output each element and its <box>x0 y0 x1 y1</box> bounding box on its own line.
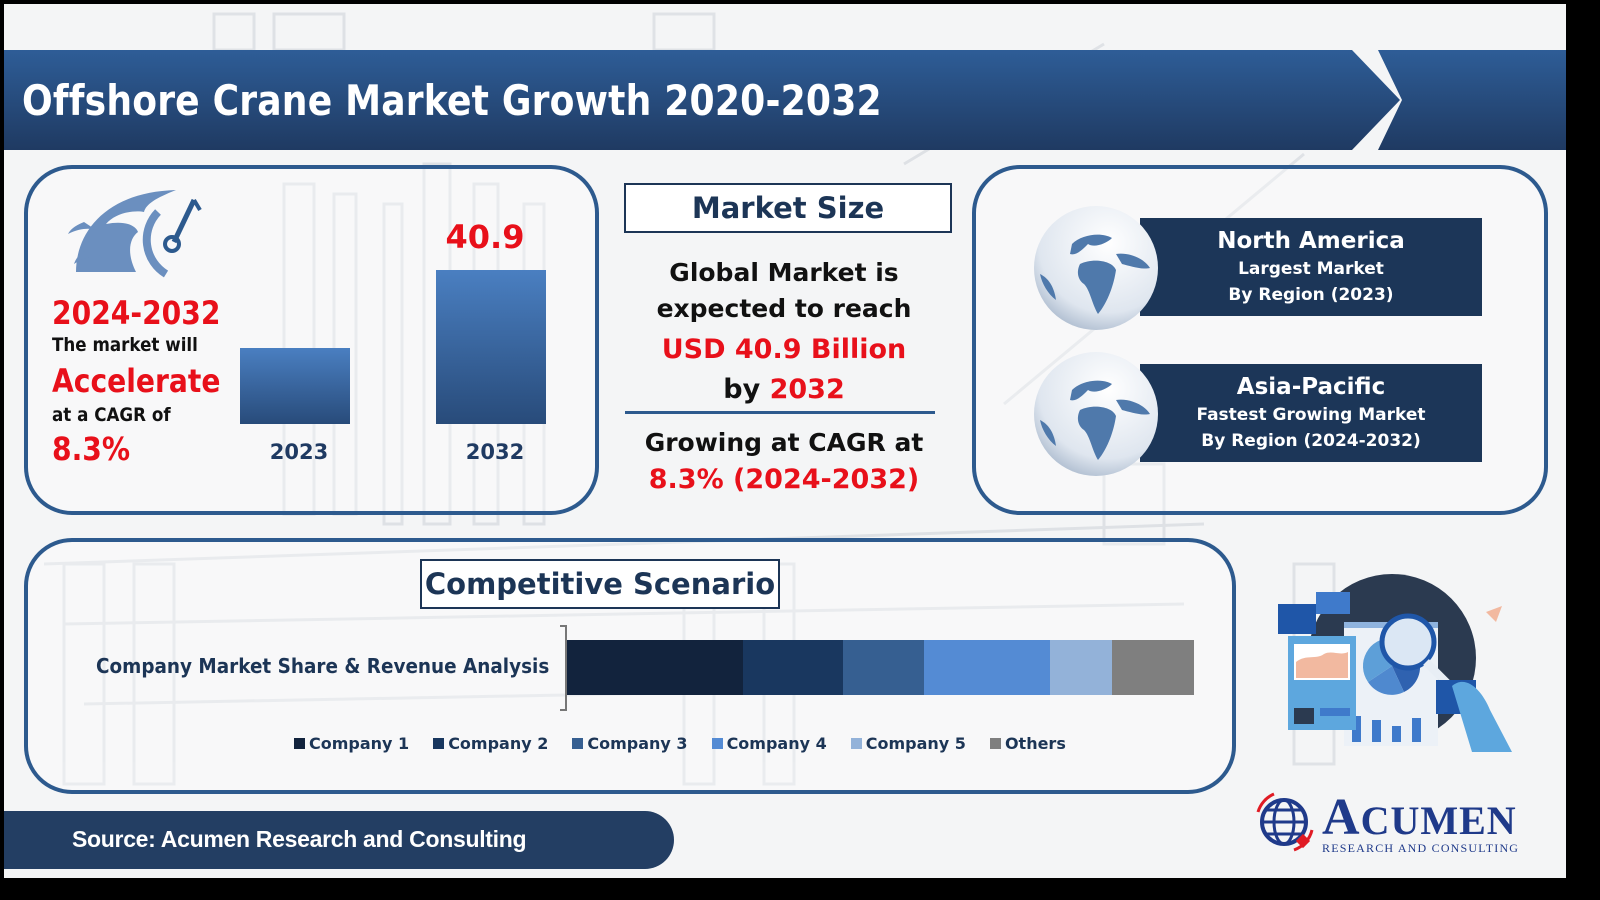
by-prefix: by <box>723 374 761 405</box>
region-name: North America <box>1217 228 1405 254</box>
infographic: Offshore Crane Market Growth 2020-2032 2… <box>4 4 1566 878</box>
acumen-logo-word: ACUMEN <box>1322 790 1517 849</box>
legend-label: Company 1 <box>309 734 410 753</box>
legend-label: Company 2 <box>448 734 549 753</box>
legend-label: Company 5 <box>865 734 966 753</box>
legend-swatch <box>989 738 1001 749</box>
market-share-legend: Company 1 Company 2 Company 3 Company 4 Comp… <box>294 734 1066 753</box>
region-sub-1: Fastest Growing Market <box>1196 405 1426 425</box>
growth-cagr: 8.3% <box>52 430 131 468</box>
globe-icon <box>1034 352 1158 476</box>
legend-item: Others <box>989 734 1066 753</box>
growth-text-1: The market will <box>52 334 198 356</box>
market-size-by-line: by 2032 <box>614 374 954 405</box>
legend-swatch <box>433 738 445 749</box>
share-segment <box>842 640 925 695</box>
bar-2032 <box>436 270 546 424</box>
growth-text-2: at a CAGR of <box>52 404 171 426</box>
region-sub-2: By Region (2023) <box>1228 285 1394 305</box>
by-year: 2032 <box>769 374 845 405</box>
bar-2023 <box>240 348 350 424</box>
share-segment <box>567 640 743 695</box>
share-segment <box>1049 640 1113 695</box>
market-size-line-2: expected to reach <box>656 294 912 323</box>
legend-label: Company 3 <box>587 734 688 753</box>
growth-line: Growing at CAGR at <box>644 428 924 457</box>
legend-swatch <box>711 738 723 749</box>
legend-item: Company 5 <box>850 734 966 753</box>
market-share-stacked-bar <box>567 640 1194 695</box>
page-title: Offshore Crane Market Growth 2020-2032 <box>22 76 882 125</box>
acumen-logo-subtitle: RESEARCH AND CONSULTING <box>1322 841 1520 855</box>
legend-label: Company 4 <box>726 734 827 753</box>
legend-swatch <box>294 738 305 749</box>
share-segment <box>742 640 843 695</box>
source-bar <box>4 811 674 869</box>
bar-label-2023: 2023 <box>269 440 329 464</box>
bar-value-2032: 40.9 <box>445 218 525 256</box>
region-asia-pacific: Asia-Pacific Fastest Growing Market By R… <box>1140 364 1482 462</box>
legend-label: Others <box>1004 734 1066 753</box>
region-name: Asia-Pacific <box>1236 374 1386 400</box>
competitive-row-label: Company Market Share & Revenue Analysis <box>96 654 550 678</box>
acumen-logo-icon <box>1256 792 1314 852</box>
region-north-america: North America Largest Market By Region (… <box>1140 218 1482 316</box>
share-segment <box>1112 640 1194 695</box>
title-banner <box>4 50 1400 150</box>
legend-item: Company 3 <box>572 734 688 753</box>
market-size-heading: Market Size <box>624 183 952 233</box>
growth-period: 2024-2032 <box>52 294 221 332</box>
region-sub-1: Largest Market <box>1238 259 1384 279</box>
logo-rest: CUMEN <box>1360 798 1517 843</box>
globe-icon <box>1034 206 1158 330</box>
banner-chevron-tail <box>1378 50 1566 150</box>
bar-label-2032: 2032 <box>465 440 525 464</box>
speedometer-icon <box>68 190 202 278</box>
market-size-divider <box>625 411 935 414</box>
axis-bracket <box>560 625 567 711</box>
market-size-value: USD 40.9 Billion <box>661 334 907 365</box>
legend-item: Company 4 <box>711 734 827 753</box>
legend-item: Company 2 <box>433 734 548 753</box>
source-text: Source: Acumen Research and Consulting <box>72 826 527 852</box>
market-size-line-1: Global Market is <box>669 258 899 287</box>
growth-value: 8.3% (2024-2032) <box>648 464 920 495</box>
legend-swatch <box>572 738 584 749</box>
data-analysis-illustration <box>1278 574 1512 752</box>
growth-emphasis: Accelerate <box>52 362 221 400</box>
competitive-heading: Competitive Scenario <box>420 559 780 609</box>
logo-initial: A <box>1322 789 1361 846</box>
legend-swatch <box>850 738 862 749</box>
region-sub-2: By Region (2024-2032) <box>1201 431 1421 451</box>
share-segment <box>924 640 1050 695</box>
legend-item: Company 1 <box>294 734 409 753</box>
